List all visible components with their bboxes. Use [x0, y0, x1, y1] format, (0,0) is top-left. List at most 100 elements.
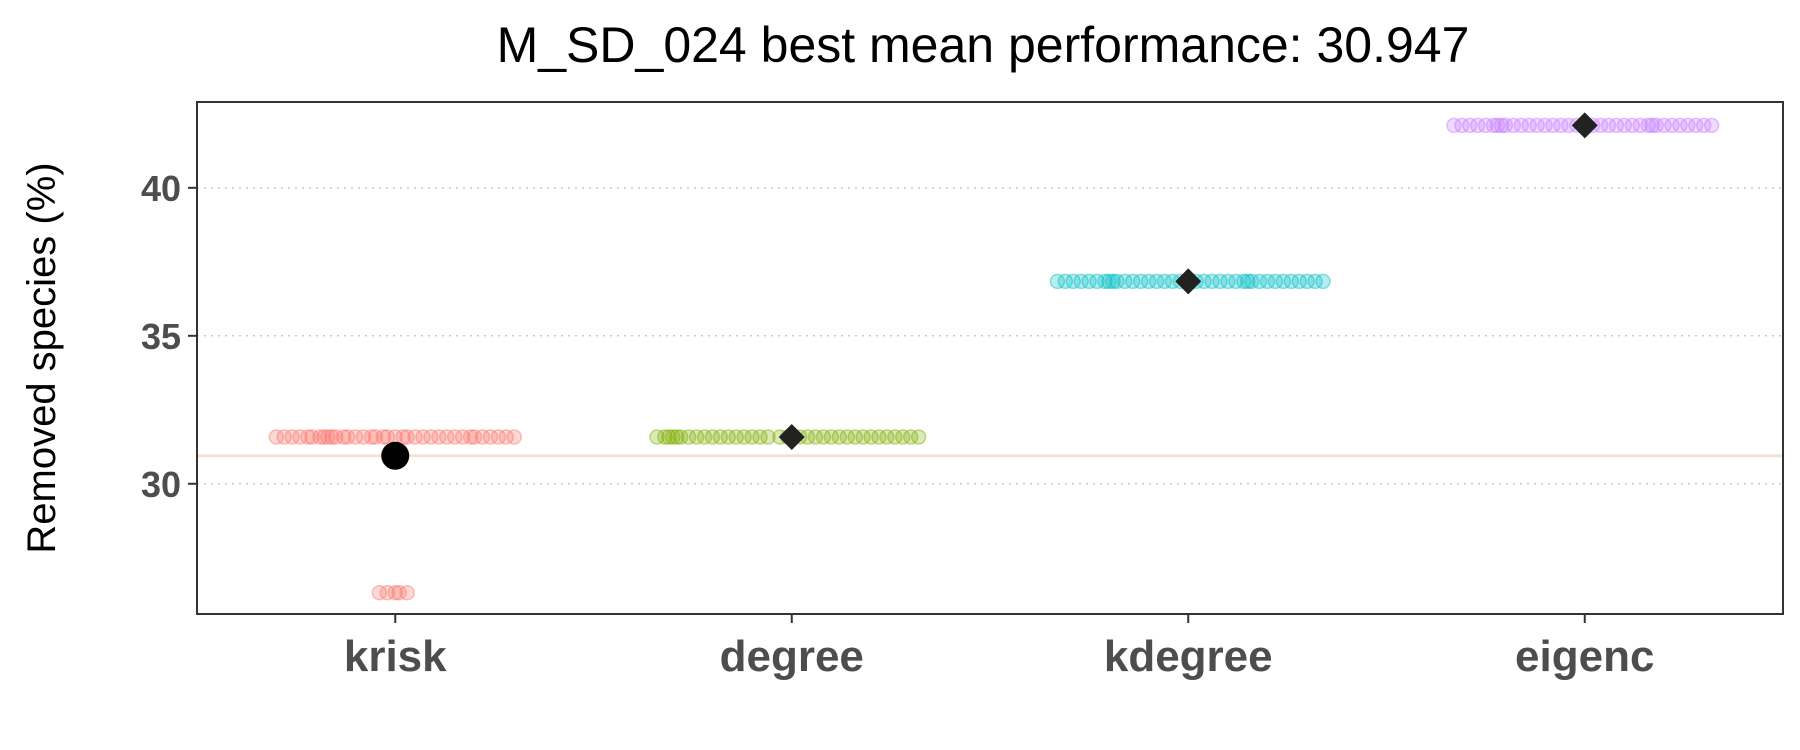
data-point-krisk [474, 429, 491, 445]
data-point-kdegree [1239, 273, 1256, 290]
data-point-kdegree [1140, 273, 1157, 290]
data-point-eigenc [1656, 117, 1672, 134]
data-point-kdegree [1204, 273, 1220, 290]
data-point-krisk [363, 429, 380, 445]
data-point-kdegree [1124, 273, 1141, 290]
x-tick-label-eigenc: eigenc [1515, 632, 1654, 681]
data-point-kdegree [1101, 273, 1117, 290]
data-point-degree [895, 429, 911, 445]
data-point-krisk [268, 429, 285, 445]
data-point-degree [823, 429, 840, 445]
data-point-krisk [367, 429, 384, 445]
data-point-krisk [328, 429, 344, 445]
data-point-eigenc [1695, 117, 1712, 134]
data-point-kdegree [1228, 273, 1244, 290]
data-point-kdegree [1236, 273, 1252, 290]
data-point-degree [847, 429, 863, 445]
data-point-degree [760, 429, 776, 445]
data-point-kdegree [1267, 273, 1284, 290]
data-point-degree [669, 429, 685, 445]
data-point-krisk [339, 429, 356, 445]
data-point-degree [665, 429, 681, 445]
data-point-krisk [482, 429, 499, 445]
data-point-krisk [316, 429, 332, 445]
data-point-kdegree [1251, 273, 1268, 290]
data-point-degree [649, 429, 665, 445]
data-point-krisk [439, 429, 455, 445]
y-tick-label: 35 [141, 316, 181, 357]
data-point-eigenc [1485, 117, 1502, 134]
data-point-degree [863, 429, 879, 445]
data-point-eigenc [1608, 117, 1625, 134]
data-point-kdegree [1156, 273, 1173, 290]
data-point-degree [807, 429, 824, 445]
data-point-degree [871, 429, 887, 445]
data-point-kdegree [1132, 273, 1149, 290]
data-point-eigenc [1664, 117, 1680, 134]
data-point-krisk [320, 429, 336, 445]
y-axis: 30 35 40 [141, 168, 197, 505]
data-point-krisk [454, 429, 471, 445]
data-point-kdegree [1057, 273, 1074, 290]
best-mean-marker [381, 441, 410, 470]
data-point-krisk [355, 429, 372, 445]
data-point-kdegree [1307, 273, 1323, 290]
data-point-krisk [462, 429, 479, 445]
x-tick-label-krisk: krisk [344, 632, 447, 681]
data-point-kdegree [1243, 273, 1260, 290]
data-point-kdegree [1299, 273, 1315, 290]
data-point-kdegree [1109, 273, 1125, 290]
data-point-krisk [391, 584, 407, 601]
data-point-krisk [407, 429, 423, 445]
data-point-krisk [379, 584, 396, 601]
data-point-krisk [498, 429, 515, 445]
data-point-eigenc [1688, 117, 1704, 134]
data-point-krisk [506, 429, 522, 445]
data-point-eigenc [1680, 117, 1696, 134]
x-tick-label-kdegree: kdegree [1104, 632, 1273, 681]
data-point-kdegree [1049, 273, 1066, 290]
data-point-eigenc [1521, 117, 1537, 134]
x-tick-label-degree: degree [720, 632, 864, 681]
data-point-krisk [371, 584, 388, 601]
data-point-eigenc [1469, 117, 1486, 134]
data-point-krisk [466, 429, 483, 445]
data-point-eigenc [1505, 117, 1522, 134]
data-point-degree [815, 429, 832, 445]
data-point-kdegree [1315, 273, 1331, 290]
data-point-kdegree [1220, 273, 1236, 290]
data-point-eigenc [1497, 117, 1514, 134]
data-point-eigenc [1644, 117, 1660, 134]
data-point-kdegree [1065, 273, 1082, 290]
data-point-eigenc [1632, 117, 1649, 134]
data-point-degree [887, 429, 903, 445]
plot-panel-border [196, 101, 1784, 615]
data-point-krisk [300, 429, 316, 445]
data-point-krisk [399, 429, 415, 445]
data-point-eigenc [1537, 117, 1553, 134]
mean-marker-kdegree [1175, 268, 1202, 295]
data-point-kdegree [1097, 273, 1113, 290]
data-point-kdegree [1117, 273, 1133, 290]
data-point-kdegree [1089, 273, 1105, 290]
data-point-kdegree [1212, 273, 1228, 290]
data-point-degree [680, 429, 697, 445]
data-point-krisk [446, 429, 463, 445]
data-point-krisk [490, 429, 507, 445]
points-layer [268, 117, 1720, 601]
data-point-krisk [284, 429, 300, 445]
data-point-eigenc [1477, 117, 1494, 134]
data-point-eigenc [1616, 117, 1633, 134]
data-point-eigenc [1545, 117, 1561, 134]
data-point-krisk [415, 429, 431, 445]
mean-marker-degree [778, 424, 805, 451]
data-point-krisk [387, 584, 403, 601]
data-point-krisk [312, 429, 328, 445]
data-point-eigenc [1648, 117, 1664, 134]
data-point-degree [661, 429, 677, 445]
data-point-kdegree [1291, 273, 1308, 290]
data-point-krisk [276, 429, 292, 445]
data-point-kdegree [1081, 273, 1097, 290]
data-point-eigenc [1489, 117, 1506, 134]
